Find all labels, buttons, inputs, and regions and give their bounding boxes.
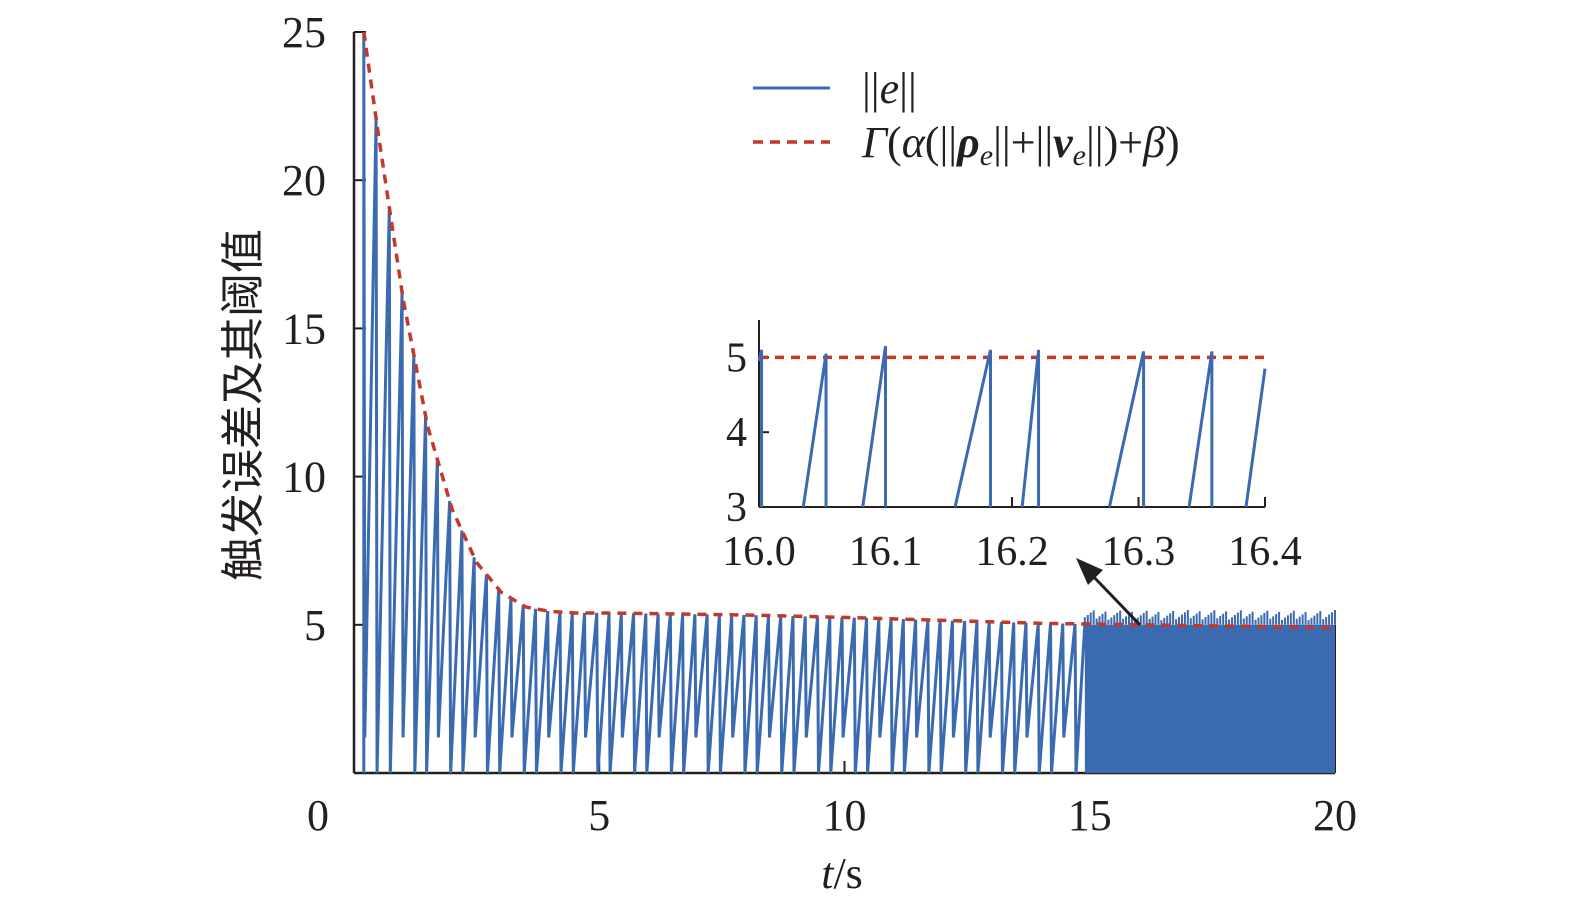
zoom-arrow-shaft bbox=[1088, 571, 1142, 627]
y-tick-label: 10 bbox=[282, 453, 326, 502]
inset-series bbox=[757, 345, 1267, 508]
y-ticks: 5 10 15 20 25 bbox=[282, 8, 366, 650]
x-tick-label: 15 bbox=[1068, 791, 1112, 840]
inset-x-tick-label: 16.4 bbox=[1228, 529, 1302, 575]
x-tick-label: 5 bbox=[588, 791, 610, 840]
x-tick-label: 10 bbox=[823, 791, 867, 840]
x-axis-label: t/s bbox=[821, 849, 863, 898]
inset-x-tick-label: 16.0 bbox=[722, 529, 796, 575]
zoom-arrow bbox=[1076, 558, 1142, 627]
legend-label-threshold: Γ(α(||ρe||+||ve||)+β) bbox=[861, 118, 1180, 172]
series-e-dense-region bbox=[1084, 624, 1335, 773]
y-tick-label: 15 bbox=[282, 304, 326, 353]
series-layer bbox=[362, 31, 1336, 774]
x-tick-label: 0 bbox=[307, 791, 329, 840]
inset-y-tick-label: 3 bbox=[726, 485, 747, 531]
x-tick-label: 20 bbox=[1313, 791, 1357, 840]
y-tick-label: 20 bbox=[282, 156, 326, 205]
zoom-arrow-head bbox=[1076, 558, 1103, 585]
x-ticks: 0 5 10 15 20 bbox=[307, 761, 1357, 840]
inset-x-tick-label: 16.3 bbox=[1102, 529, 1176, 575]
series-e-dense-spikes bbox=[1083, 609, 1336, 625]
inset-x-tick-label: 16.2 bbox=[975, 529, 1049, 575]
y-tick-label: 25 bbox=[282, 8, 326, 57]
y-tick-label: 5 bbox=[304, 601, 326, 650]
inset-series-e-line bbox=[757, 345, 1267, 508]
inset: 3 4 5 16.0 16.1 16.2 16.3 16.4 bbox=[722, 320, 1302, 575]
series-e-line bbox=[362, 31, 1087, 774]
inset-ticks: 3 4 5 16.0 16.1 16.2 16.3 16.4 bbox=[722, 335, 1302, 575]
series-threshold-line bbox=[362, 31, 1336, 630]
inset-x-tick-label: 16.1 bbox=[849, 529, 923, 575]
legend-label-e: ||e|| bbox=[862, 64, 917, 113]
legend: ||e|| Γ(α(||ρe||+||ve||)+β) bbox=[753, 64, 1180, 172]
inset-y-tick-label: 5 bbox=[726, 335, 747, 381]
y-axis-label: 触发误差及其阈值 bbox=[219, 229, 268, 581]
inset-y-tick-label: 4 bbox=[726, 410, 747, 456]
